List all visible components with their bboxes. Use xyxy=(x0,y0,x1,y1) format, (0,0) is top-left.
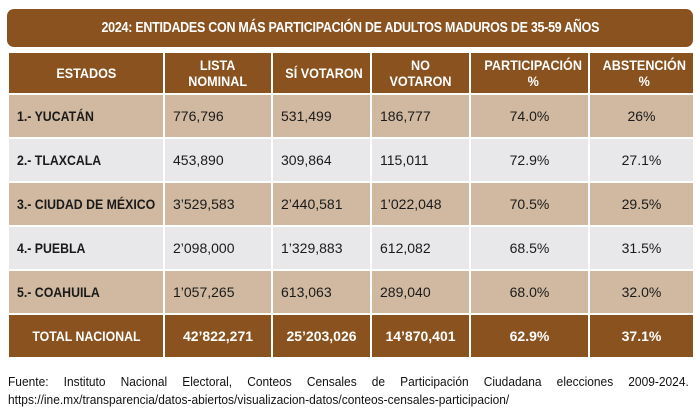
header-row: ESTADOS LISTA NOMINAL SÍ VOTARON NO VOTARO… xyxy=(7,51,695,95)
cell-participacion: 72.9% xyxy=(469,137,590,183)
cell-no-votaron: 115,011 xyxy=(370,137,471,183)
total-label: TOTAL NACIONAL xyxy=(7,313,165,359)
cell-estado: 3.- CIUDAD DE MÉXICO xyxy=(7,181,165,227)
source-note: Fuente: Instituto Nacional Electoral, Co… xyxy=(8,373,694,409)
cell-participacion: 68.0% xyxy=(469,269,590,315)
cell-si-votaron: 531,499 xyxy=(271,93,372,139)
cell-si-votaron: 1’329,883 xyxy=(271,225,372,271)
table-title-text: 2024: ENTIDADES CON MÁS PARTICIPACIÓN DE… xyxy=(101,20,599,36)
cell-si-votaron: 309,864 xyxy=(271,137,372,183)
cell-abstencion: 27.1% xyxy=(588,137,695,183)
cell-abstencion: 29.5% xyxy=(588,181,695,227)
header-abstencion: ABSTENCIÓN% xyxy=(588,51,695,95)
table-title: 2024: ENTIDADES CON MÁS PARTICIPACIÓN DE… xyxy=(7,9,693,47)
cell-no-votaron: 612,082 xyxy=(370,225,471,271)
cell-participacion: 68.5% xyxy=(469,225,590,271)
results-table: ESTADOS LISTA NOMINAL SÍ VOTARON NO VOTARO… xyxy=(7,51,695,359)
table-row: 3.- CIUDAD DE MÉXICO 3’529,583 2’440,581… xyxy=(7,181,695,227)
cell-estado: 2.- TLAXCALA xyxy=(7,137,165,183)
cell-participacion: 70.5% xyxy=(469,181,590,227)
cell-lista-nominal: 2’098,000 xyxy=(163,225,273,271)
cell-estado: 5.- COAHUILA xyxy=(7,269,165,315)
source-url: https://ine.mx/transparencia/datos-abier… xyxy=(8,392,510,407)
cell-si-votaron: 2’440,581 xyxy=(271,181,372,227)
header-participacion: PARTICIPACIÓN% xyxy=(469,51,590,95)
cell-abstencion: 32.0% xyxy=(588,269,695,315)
header-no-votaron: NO VOTARON xyxy=(370,51,471,95)
total-lista-nominal: 42’822,271 xyxy=(163,313,273,359)
total-no-votaron: 14’870,401 xyxy=(370,313,471,359)
cell-abstencion: 31.5% xyxy=(588,225,695,271)
cell-estado: 1.- YUCATÁN xyxy=(7,93,165,139)
table-row: 1.- YUCATÁN 776,796 531,499 186,777 74.0… xyxy=(7,93,695,139)
cell-estado: 4.- PUEBLA xyxy=(7,225,165,271)
cell-abstencion: 26% xyxy=(588,93,695,139)
cell-lista-nominal: 453,890 xyxy=(163,137,273,183)
cell-no-votaron: 186,777 xyxy=(370,93,471,139)
header-si-votaron: SÍ VOTARON xyxy=(271,51,372,95)
source-citation: Fuente: Instituto Nacional Electoral, Co… xyxy=(8,374,689,389)
header-lista-nominal: LISTA NOMINAL xyxy=(163,51,273,95)
total-participacion: 62.9% xyxy=(469,313,590,359)
total-si-votaron: 25’203,026 xyxy=(271,313,372,359)
cell-no-votaron: 1’022,048 xyxy=(370,181,471,227)
table-row: 5.- COAHUILA 1’057,265 613,063 289,040 6… xyxy=(7,269,695,315)
table-row: 2.- TLAXCALA 453,890 309,864 115,011 72.… xyxy=(7,137,695,183)
cell-no-votaron: 289,040 xyxy=(370,269,471,315)
header-estados: ESTADOS xyxy=(7,51,165,95)
table-row: 4.- PUEBLA 2’098,000 1’329,883 612,082 6… xyxy=(7,225,695,271)
total-row: TOTAL NACIONAL 42’822,271 25’203,026 14’… xyxy=(7,313,695,359)
cell-participacion: 74.0% xyxy=(469,93,590,139)
total-abstencion: 37.1% xyxy=(588,313,695,359)
cell-lista-nominal: 776,796 xyxy=(163,93,273,139)
cell-si-votaron: 613,063 xyxy=(271,269,372,315)
cell-lista-nominal: 3’529,583 xyxy=(163,181,273,227)
cell-lista-nominal: 1’057,265 xyxy=(163,269,273,315)
